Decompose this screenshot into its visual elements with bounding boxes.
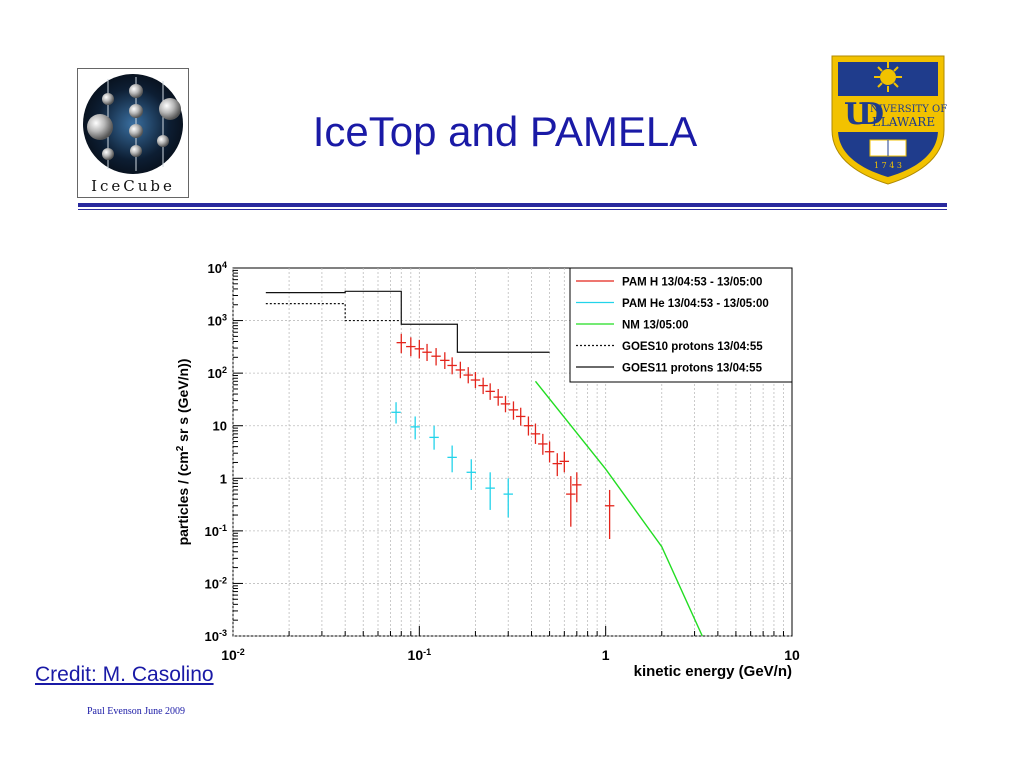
- svg-text:U: U: [844, 97, 870, 132]
- legend-entry-label: PAM H 13/04:53 - 13/05:00: [622, 277, 762, 289]
- legend-entry-label: GOES10 protons 13/04:55: [622, 341, 763, 353]
- y-tick-label-base: 10: [205, 629, 219, 644]
- chart-panel: 10-2 10-1 1 10 10-3 10-2 10-1 1 10 102 103 104 PAM …: [170, 258, 810, 693]
- legend-box: [569, 267, 793, 383]
- nm-line: [534, 380, 703, 637]
- y-tick-label: 10-3: [205, 628, 227, 644]
- y-tick-label-exp: 4: [222, 260, 227, 270]
- y-tick-label-exp: -2: [219, 575, 227, 585]
- y-tick-label: 10: [213, 419, 227, 434]
- delaware-logo-line1: NIVERSITY OF: [870, 104, 947, 115]
- icecube-logo-caption: IceCube: [91, 177, 175, 195]
- series-nm: [534, 380, 703, 637]
- y-tick-label: 102: [208, 365, 227, 381]
- y-tick-label: 103: [208, 313, 227, 329]
- title-divider-thin: [78, 209, 947, 210]
- series-pam: [396, 333, 615, 540]
- y-axis-label-part: particles / (cm: [175, 451, 191, 545]
- y-tick-label-exp: -1: [219, 523, 227, 533]
- title-divider: [78, 203, 947, 207]
- y-axis-label-part: sr s (GeV/n)): [175, 359, 191, 446]
- y-tick-label-base: 10: [208, 366, 222, 381]
- x-tick-label: 1: [602, 647, 610, 663]
- footer-text: Paul Evenson June 2009: [87, 706, 186, 717]
- plot-series: [265, 290, 703, 637]
- x-axis-label: kinetic energy (GeV/n): [634, 663, 792, 680]
- series-pam: [391, 402, 513, 518]
- x-tick-label-base: 10: [408, 647, 424, 663]
- x-tick-label: 10-1: [408, 647, 432, 663]
- icecube-emblem-icon: [83, 74, 183, 174]
- y-axis-label: particles / (cm2 sr s (GeV/n)): [175, 359, 192, 546]
- series-goes10: [265, 303, 402, 322]
- y-tick-label-base: 10: [205, 576, 219, 591]
- x-tick-label: 10-2: [221, 647, 245, 663]
- legend-entry-label: GOES11 protons 13/04:55: [622, 363, 763, 375]
- legend: PAM H 13/04:53 - 13/05:00 PAM He 13/04:53…: [569, 267, 793, 383]
- x-tick-label-exp: -1: [423, 647, 431, 657]
- delaware-logo-line2: ELAWARE: [872, 115, 935, 129]
- delaware-logo-year: 1 7 4 3: [874, 161, 902, 170]
- icecube-logo: IceCube: [77, 68, 189, 198]
- delaware-shield-icon: U D NIVERSITY OF ELAWARE 1 7 4 3: [831, 55, 947, 185]
- x-tick-label-base: 1: [602, 647, 610, 663]
- x-tick-label-base: 10: [221, 647, 237, 663]
- y-tick-label-base: 1: [220, 471, 227, 486]
- slide-title: IceTop and PAMELA: [312, 108, 698, 155]
- svg-text:D: D: [858, 97, 884, 132]
- y-tick-label-base: 10: [208, 261, 222, 276]
- legend-entry-label: PAM He 13/04:53 - 13/05:00: [622, 298, 769, 310]
- y-tick-label: 10-2: [205, 575, 227, 591]
- y-tick-label-base: 10: [205, 524, 219, 539]
- y-tick-label-base: 10: [213, 419, 227, 434]
- step-line: [265, 303, 402, 322]
- y-axis-label-sup: 2: [175, 445, 186, 451]
- step-line: [265, 290, 550, 353]
- y-tick-label: 10-1: [205, 523, 227, 539]
- x-tick-label: 10: [784, 647, 800, 663]
- y-tick-label: 104: [208, 260, 227, 276]
- university-of-delaware-logo: U D NIVERSITY OF ELAWARE 1 7 4 3: [828, 52, 948, 187]
- y-tick-label: 1: [220, 471, 227, 486]
- x-tick-label-base: 10: [784, 647, 800, 663]
- legend-entry-label: NM 13/05:00: [622, 320, 688, 332]
- y-tick-label-exp: 2: [222, 365, 227, 375]
- y-tick-label-exp: 3: [222, 313, 227, 323]
- y-tick-label-exp: -3: [219, 628, 227, 638]
- series-goes11: [265, 290, 550, 353]
- y-tick-label-base: 10: [208, 314, 222, 329]
- x-tick-label-exp: -2: [237, 647, 245, 657]
- credit-link[interactable]: Credit: M. Casolino: [35, 663, 214, 686]
